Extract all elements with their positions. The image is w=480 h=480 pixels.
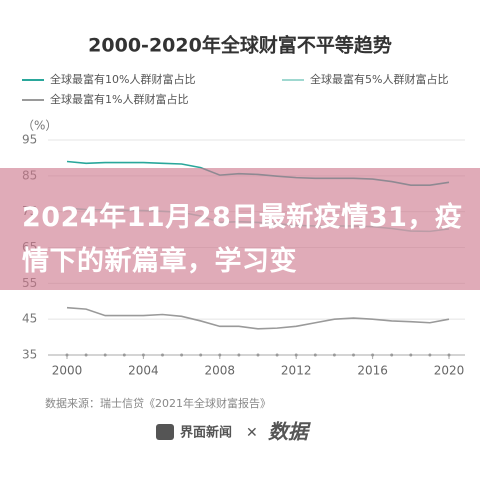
x-tick-label: 2004 [128, 364, 159, 378]
x-dot [237, 353, 241, 357]
x-dot [84, 353, 88, 357]
source: 数据来源：瑞士信贷《2021年全球财富报告》 [45, 396, 271, 410]
x-dot [294, 353, 298, 357]
x-dot [103, 353, 107, 357]
x-tick-label: 2012 [281, 364, 312, 378]
brand-icon [156, 424, 174, 440]
x-dot [390, 353, 394, 357]
x-dot [313, 353, 317, 357]
y-tick-label: 45 [22, 312, 37, 326]
x-dot [199, 353, 203, 357]
x-tick-label: 2016 [357, 364, 388, 378]
legend-label: 全球最富有5%人群财富占比 [310, 72, 448, 86]
y-tick-label: 35 [22, 348, 37, 362]
x-dot [447, 353, 451, 357]
legend-label: 全球最富有1%人群财富占比 [50, 92, 188, 106]
x-dot [332, 353, 336, 357]
x-dot [256, 353, 260, 357]
x-dot [161, 353, 164, 357]
x-dot [141, 353, 145, 357]
x-dot [371, 353, 375, 357]
partner: 数据 [268, 420, 311, 444]
chart-title: 2000-2020年全球财富不平等趋势 [88, 34, 392, 57]
x-dot [180, 353, 184, 357]
x-tick-label: 2000 [52, 364, 83, 378]
x-dot [352, 353, 355, 357]
x-tick-label: 2020 [434, 364, 465, 378]
y-tick-label: 95 [22, 133, 37, 147]
series-line [66, 306, 450, 330]
legend-label: 全球最富有10%人群财富占比 [50, 72, 195, 86]
x-dot [65, 353, 69, 357]
separator: ✕ [246, 425, 258, 441]
x-dot [409, 353, 413, 357]
overlay-title: 2024年11月28日最新疫情31，疫情下的新篇章，学习变 [22, 202, 463, 277]
x-tick-label: 2008 [205, 364, 236, 378]
x-dot [218, 353, 222, 357]
y-axis-label: （%） [22, 119, 57, 133]
x-dot [428, 353, 432, 357]
banner [0, 168, 480, 290]
x-dot [275, 353, 279, 357]
brand: 界面新闻 [180, 425, 232, 441]
x-dot [122, 353, 126, 357]
